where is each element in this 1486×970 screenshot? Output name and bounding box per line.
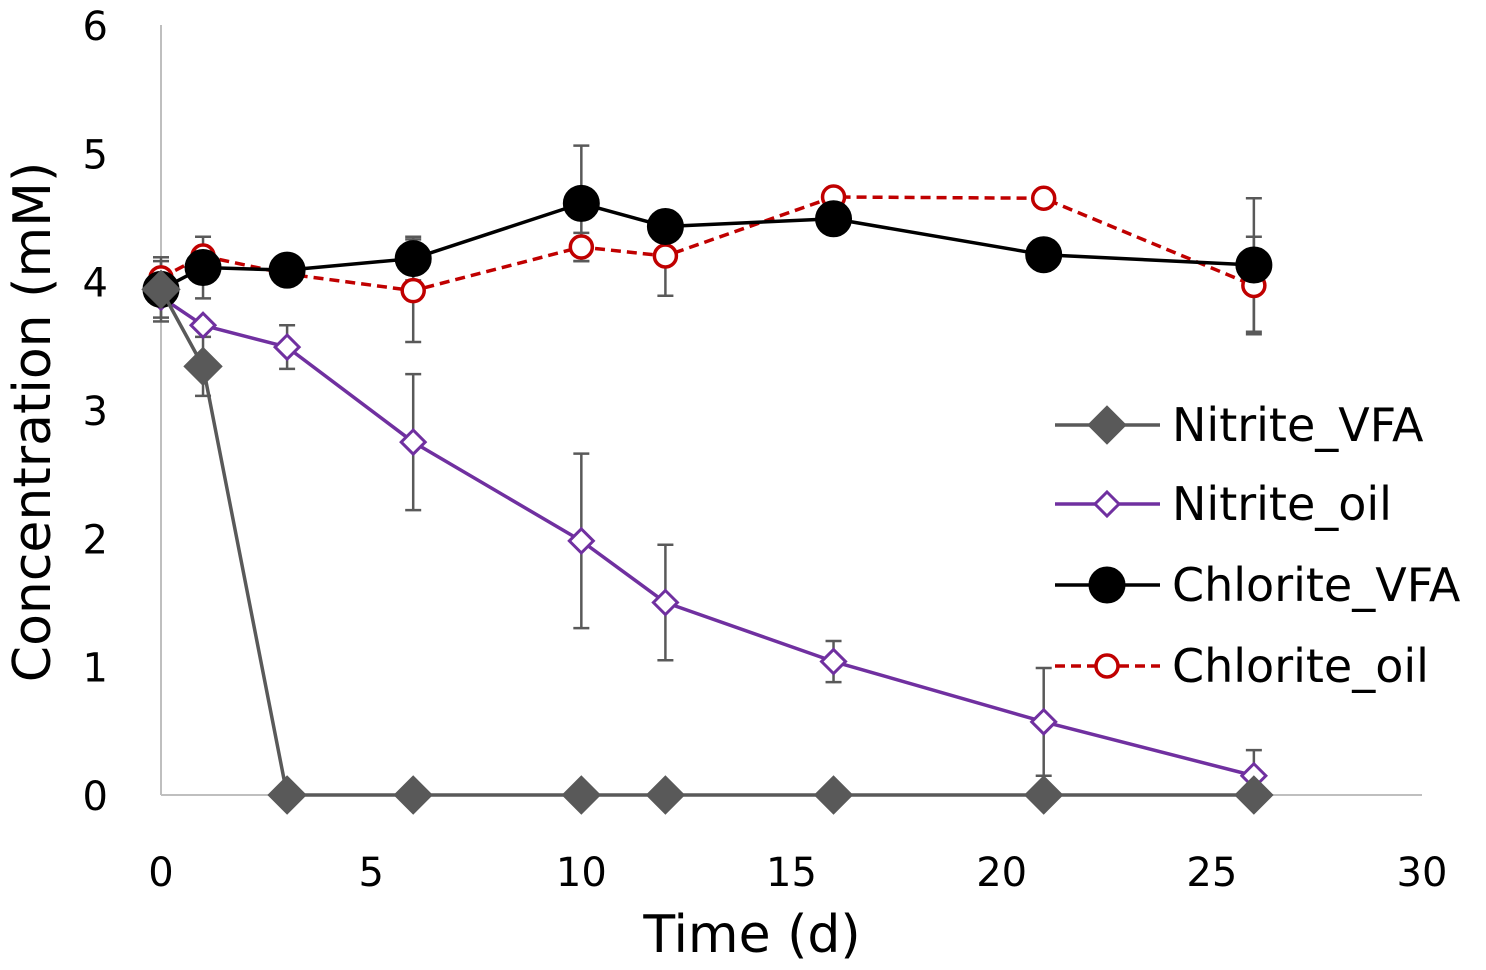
data-point-Chlorite_VFA (815, 200, 853, 238)
y-tick-label: 4 (83, 261, 108, 307)
legend-label: Chlorite_VFA (1172, 558, 1461, 612)
series-Chlorite_oil (148, 184, 1267, 304)
y-tick-label: 1 (83, 646, 108, 692)
series-line-Nitrite_oil (160, 295, 1255, 778)
series-line-Chlorite_oil (160, 195, 1255, 293)
data-point-Nitrite_VFA (393, 775, 433, 815)
series-line-Nitrite_VFA (159, 288, 1254, 797)
y-tick-label: 5 (83, 132, 108, 178)
x-tick-label: 25 (1186, 850, 1237, 896)
y-tick-label: 0 (83, 774, 108, 820)
data-point-Nitrite_oil (399, 427, 428, 457)
series-layer (141, 144, 1274, 815)
x-tick-label: 30 (1397, 850, 1448, 896)
data-point-Nitrite_VFA (645, 775, 686, 815)
x-tick-label: 20 (976, 850, 1027, 896)
data-point-Nitrite_oil (651, 588, 680, 617)
data-point-Chlorite_VFA (1025, 236, 1063, 274)
data-point-Nitrite_oil (1029, 707, 1058, 736)
legend-item-Nitrite_oil: Nitrite_oil (1055, 477, 1392, 531)
y-axis-title: Concentration (mM) (3, 162, 63, 682)
data-point-Chlorite_VFA (394, 240, 432, 278)
data-point-Nitrite_oil (188, 311, 218, 340)
legend-swatch-marker (1092, 489, 1122, 519)
data-point-Chlorite_VFA (268, 251, 306, 289)
data-point-Chlorite_oil (400, 277, 426, 304)
data-point-Chlorite_VFA (562, 184, 600, 222)
legend-item-Nitrite_VFA: Nitrite_VFA (1055, 398, 1424, 452)
data-point-Nitrite_oil (819, 647, 848, 676)
x-tick-label: 0 (148, 850, 173, 896)
data-point-Nitrite_VFA (561, 775, 602, 815)
error-bars-Nitrite_oil (279, 324, 1262, 803)
data-point-Nitrite_VFA (141, 269, 181, 310)
y-tick-label: 6 (83, 4, 108, 50)
x-tick-label: 10 (556, 850, 607, 896)
data-point-Chlorite_VFA (646, 207, 684, 245)
data-point-Chlorite_oil (1030, 185, 1057, 211)
series-Chlorite_VFA (142, 184, 1273, 308)
x-tick-label: 15 (766, 850, 817, 896)
data-point-Chlorite_VFA (184, 249, 222, 287)
legend-label: Chlorite_oil (1172, 639, 1429, 693)
data-point-Nitrite_VFA (183, 346, 223, 387)
legend-label: Nitrite_oil (1172, 477, 1392, 531)
y-tick-label: 2 (83, 517, 108, 563)
data-point-Nitrite_oil (272, 332, 302, 362)
data-point-Nitrite_VFA (1023, 775, 1064, 815)
error-bars-Chlorite_VFA (153, 144, 1262, 333)
legend-item-Chlorite_VFA: Chlorite_VFA (1055, 558, 1461, 612)
data-point-Chlorite_oil (568, 234, 595, 260)
axes: 0 5 10 15 20 25 30 0 1 2 3 4 5 6 (83, 4, 1448, 896)
x-axis-title: Time (d) (642, 905, 860, 965)
data-point-Nitrite_VFA (1234, 775, 1274, 815)
data-point-Nitrite_oil (567, 526, 596, 556)
series-Nitrite_oil (146, 282, 1268, 790)
series-line-Chlorite_VFA (160, 201, 1254, 291)
y-tick-label: 3 (83, 389, 108, 435)
data-point-Chlorite_oil (652, 243, 679, 269)
legend: Nitrite_VFA Nitrite_oil Chlorite_VFA Chlori… (1055, 398, 1461, 693)
data-point-Chlorite_VFA (1235, 246, 1273, 284)
data-point-Nitrite_VFA (813, 775, 854, 815)
series-Nitrite_VFA (141, 269, 1274, 815)
legend-label: Nitrite_VFA (1172, 398, 1424, 452)
legend-swatch-marker (1087, 405, 1127, 445)
data-point-Nitrite_VFA (267, 775, 307, 815)
legend-item-Chlorite_oil: Chlorite_oil (1055, 639, 1429, 693)
legend-swatch-marker (1088, 566, 1126, 604)
x-tick-label: 5 (358, 850, 383, 896)
legend-swatch-marker (1094, 653, 1120, 679)
